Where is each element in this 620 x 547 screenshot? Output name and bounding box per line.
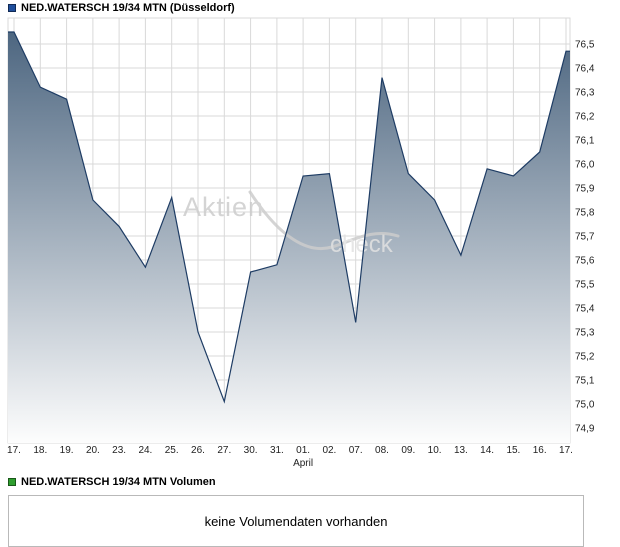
x-tick-label: 27. (217, 445, 231, 456)
x-tick-label: 24. (138, 445, 152, 456)
y-tick-label: 75,8 (575, 208, 595, 219)
x-tick-label: 31. (270, 445, 284, 456)
watermark-text-2: check (330, 231, 394, 258)
watermark-text-1: Aktien (183, 192, 264, 222)
chart-header: NED.WATERSCH 19/34 MTN (Düsseldorf) (0, 0, 620, 16)
x-tick-label: 23. (112, 445, 126, 456)
price-line (8, 31, 570, 404)
x-tick-label: 17. (559, 445, 573, 456)
x-tick-label: 07. (349, 445, 363, 456)
x-tick-label: 15. (506, 445, 520, 456)
y-tick-label: 75,5 (575, 280, 595, 291)
x-tick-label: 19. (60, 445, 74, 456)
y-tick-label: 75,6 (575, 256, 595, 267)
x-tick-label: 10. (428, 445, 442, 456)
x-tick-label: 08. (375, 445, 389, 456)
y-tick-label: 75,7 (575, 232, 595, 243)
y-tick-label: 75,4 (575, 304, 595, 315)
y-tick-label: 75,9 (575, 184, 595, 195)
y-axis-labels: 76,5 76,4 76,3 76,2 76,1 76,0 75,9 75,8 75,7 75,6… (575, 40, 595, 435)
x-axis-labels: 17. 18. 19. 20. 23. 24. 25. 26. 27. 30. 31. 01. 02. 0… (7, 445, 573, 469)
x-tick-label: 17. (7, 445, 21, 456)
y-tick-label: 76,5 (575, 40, 595, 51)
x-tick-label: 20. (86, 445, 100, 456)
y-tick-label: 74,9 (575, 424, 595, 435)
volume-title: NED.WATERSCH 19/34 MTN Volumen (21, 475, 216, 488)
y-tick-label: 76,0 (575, 160, 595, 171)
y-tick-label: 76,2 (575, 112, 595, 123)
no-volume-message-box: keine Volumendaten vorhanden (8, 495, 584, 547)
y-tick-label: 75,3 (575, 328, 595, 339)
x-tick-label: 26. (191, 445, 205, 456)
price-legend-swatch (8, 4, 16, 12)
y-tick-label: 75,2 (575, 352, 595, 363)
watermark-check-icon (248, 190, 400, 250)
y-tick-label: 76,4 (575, 64, 595, 75)
x-tick-label: 16. (533, 445, 547, 456)
x-tick-label: 01. (296, 445, 310, 456)
watermark: Aktien check (183, 190, 400, 258)
x-month-label: April (293, 458, 313, 469)
volume-header: NED.WATERSCH 19/34 MTN Volumen (0, 474, 620, 490)
x-tick-label: 13. (454, 445, 468, 456)
y-tick-label: 75,1 (575, 376, 595, 387)
x-tick-label: 30. (244, 445, 258, 456)
y-tick-label: 75,0 (575, 400, 595, 411)
x-tick-label: 02. (322, 445, 336, 456)
no-volume-message: keine Volumendaten vorhanden (204, 513, 388, 529)
y-tick-label: 76,3 (575, 88, 595, 99)
x-tick-label: 18. (33, 445, 47, 456)
x-tick-label: 25. (165, 445, 179, 456)
price-chart: Aktiencheck76,576,476,376,276,176,075,97… (7, 17, 595, 469)
chart-title: NED.WATERSCH 19/34 MTN (Düsseldorf) (21, 1, 235, 14)
x-tick-label: 09. (401, 445, 415, 456)
y-tick-label: 76,1 (575, 136, 595, 147)
x-tick-label: 14. (480, 445, 494, 456)
volume-legend-swatch (8, 478, 16, 486)
